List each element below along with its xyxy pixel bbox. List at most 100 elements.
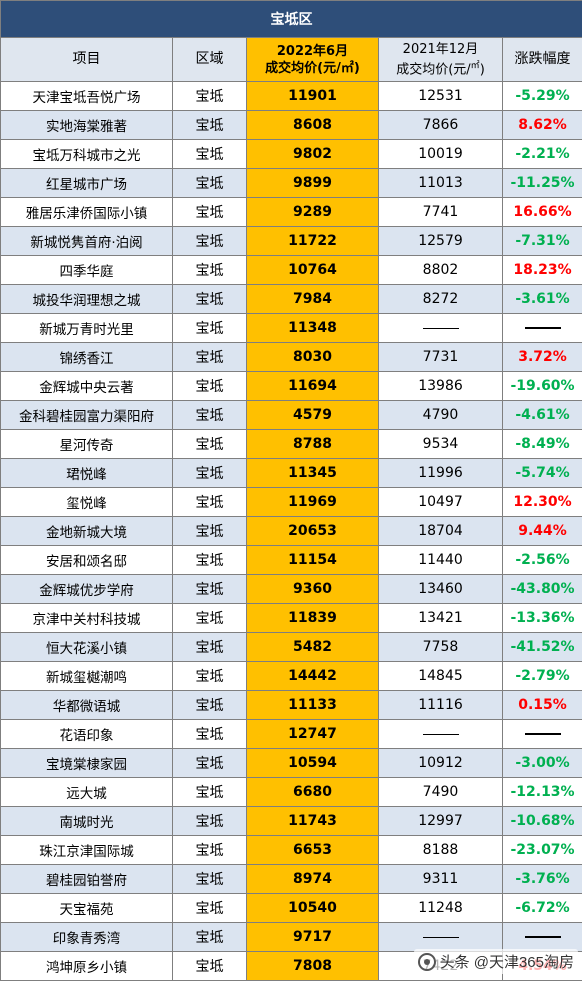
- cell-jun-price: 8788: [247, 430, 379, 459]
- cell-change: 18.23%: [503, 256, 582, 285]
- cell-project: 实地海棠雅著: [1, 111, 173, 140]
- cell-district: 宝坻: [173, 720, 247, 749]
- header-dec-unit: ㎡: [471, 61, 480, 71]
- cell-project: 印象青秀湾: [1, 923, 173, 952]
- no-data-dash: [423, 328, 459, 329]
- cell-change: -41.52%: [503, 633, 582, 662]
- header-jun-unit: ㎡: [341, 61, 354, 76]
- cell-district: 宝坻: [173, 256, 247, 285]
- cell-project: 宝境棠棣家园: [1, 749, 173, 778]
- cell-district: 宝坻: [173, 633, 247, 662]
- cell-dec-price: 13460: [379, 575, 503, 604]
- cell-dec-price: 10019: [379, 140, 503, 169]
- cell-dec-price: 11248: [379, 894, 503, 923]
- cell-project: 鸿坤原乡小镇: [1, 952, 173, 981]
- cell-project: 金地新城大境: [1, 517, 173, 546]
- cell-jun-price: 8608: [247, 111, 379, 140]
- cell-change: -13.36%: [503, 604, 582, 633]
- cell-project: 四季华庭: [1, 256, 173, 285]
- cell-jun-price: 20653: [247, 517, 379, 546]
- cell-district: 宝坻: [173, 691, 247, 720]
- cell-jun-price: 6680: [247, 778, 379, 807]
- header-jun-line2: 成交均价(元/: [265, 61, 341, 76]
- cell-dec-price: 12997: [379, 807, 503, 836]
- cell-change: -43.80%: [503, 575, 582, 604]
- cell-district: 宝坻: [173, 894, 247, 923]
- table-title: 宝坻区: [1, 1, 582, 38]
- watermark-text: 头条 @天津365淘房: [440, 951, 574, 972]
- cell-project: 花语印象: [1, 720, 173, 749]
- cell-district: 宝坻: [173, 140, 247, 169]
- cell-district: 宝坻: [173, 923, 247, 952]
- cell-change: 16.66%: [503, 198, 582, 227]
- cell-project: 恒大花溪小镇: [1, 633, 173, 662]
- header-district: 区域: [173, 38, 247, 82]
- cell-district: 宝坻: [173, 401, 247, 430]
- header-dec-close: ): [480, 62, 485, 77]
- cell-dec-price: 12579: [379, 227, 503, 256]
- no-data-dash: [525, 733, 561, 735]
- cell-project: 锦绣香江: [1, 343, 173, 372]
- cell-change: -19.60%: [503, 372, 582, 401]
- cell-change: -3.61%: [503, 285, 582, 314]
- cell-change: -12.13%: [503, 778, 582, 807]
- cell-dec-price: 11996: [379, 459, 503, 488]
- cell-district: 宝坻: [173, 836, 247, 865]
- cell-dec-price: 7731: [379, 343, 503, 372]
- header-project: 项目: [1, 38, 173, 82]
- cell-dec-price: 14845: [379, 662, 503, 691]
- cell-change: -2.56%: [503, 546, 582, 575]
- cell-project: 金辉城中央云著: [1, 372, 173, 401]
- cell-jun-price: 12747: [247, 720, 379, 749]
- cell-change: -2.21%: [503, 140, 582, 169]
- cell-district: 宝坻: [173, 575, 247, 604]
- cell-district: 宝坻: [173, 227, 247, 256]
- header-change: 涨跌幅度: [503, 38, 582, 82]
- cell-dec-price: [379, 720, 503, 749]
- cell-district: 宝坻: [173, 604, 247, 633]
- cell-change: -3.00%: [503, 749, 582, 778]
- cell-jun-price: 11154: [247, 546, 379, 575]
- header-jun-price: 2022年6月 成交均价(元/㎡): [247, 38, 379, 82]
- cell-project: 玺悦峰: [1, 488, 173, 517]
- cell-jun-price: 10764: [247, 256, 379, 285]
- cell-dec-price: 13421: [379, 604, 503, 633]
- cell-jun-price: 9717: [247, 923, 379, 952]
- cell-jun-price: 9360: [247, 575, 379, 604]
- cell-district: 宝坻: [173, 430, 247, 459]
- cell-district: 宝坻: [173, 169, 247, 198]
- no-data-dash: [423, 937, 459, 938]
- cell-change: -7.31%: [503, 227, 582, 256]
- cell-dec-price: 13986: [379, 372, 503, 401]
- cell-jun-price: 11839: [247, 604, 379, 633]
- no-data-dash: [525, 936, 561, 938]
- cell-project: 华都微语城: [1, 691, 173, 720]
- cell-jun-price: 7984: [247, 285, 379, 314]
- cell-district: 宝坻: [173, 488, 247, 517]
- cell-dec-price: [379, 923, 503, 952]
- cell-district: 宝坻: [173, 807, 247, 836]
- cell-dec-price: 9534: [379, 430, 503, 459]
- cell-district: 宝坻: [173, 546, 247, 575]
- cell-jun-price: 8974: [247, 865, 379, 894]
- cell-project: 城投华润理想之城: [1, 285, 173, 314]
- cell-project: 雅居乐津侨国际小镇: [1, 198, 173, 227]
- cell-change: 9.44%: [503, 517, 582, 546]
